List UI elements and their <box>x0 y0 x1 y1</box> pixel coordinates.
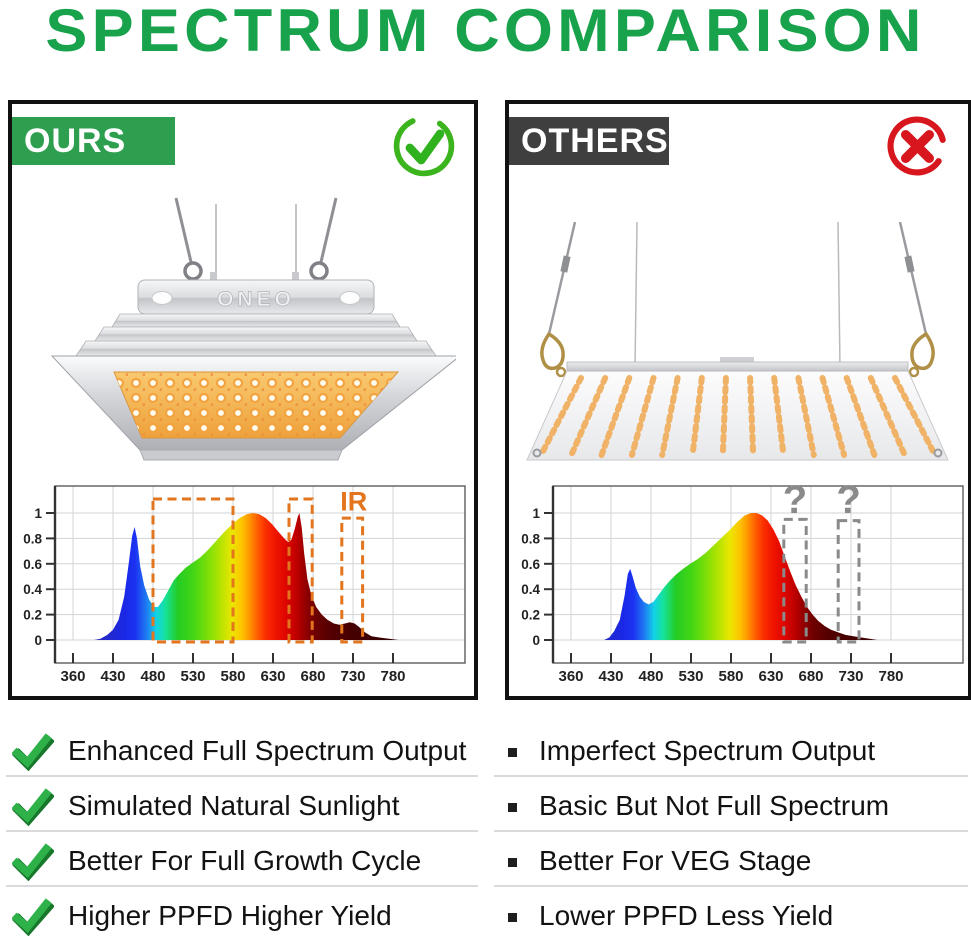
others-badge: OTHERS <box>509 117 669 165</box>
svg-text:?: ? <box>836 482 860 522</box>
ours-badge: OURS <box>12 117 175 165</box>
svg-text:1: 1 <box>34 506 42 521</box>
heatsink-bars <box>75 313 437 357</box>
mounting-bracket: ONEO <box>137 272 375 315</box>
svg-text:0.6: 0.6 <box>521 557 540 572</box>
square-bullet-icon <box>508 913 517 922</box>
board-body <box>526 357 949 461</box>
svg-text:0.8: 0.8 <box>521 531 540 546</box>
feature-text: Lower PPFD Less Yield <box>539 900 834 931</box>
feature-row: Imperfect Spectrum Output <box>494 722 968 777</box>
spectrum-chart-ours: 0 0.2 0.4 0.6 0.8 1 360 430 480 530 580 630 680 730 78… <box>23 485 466 685</box>
check-icon <box>12 733 54 771</box>
others-badge-label: OTHERS <box>521 121 669 160</box>
features-list-others: Imperfect Spectrum Output Basic But Not … <box>494 722 968 937</box>
x-circle-icon <box>887 116 947 176</box>
svg-text:360: 360 <box>558 668 583 685</box>
svg-text:780: 780 <box>878 668 903 685</box>
svg-text:530: 530 <box>180 668 205 685</box>
square-bullet-icon <box>508 858 517 867</box>
svg-text:1: 1 <box>532 506 540 521</box>
svg-text:680: 680 <box>300 668 325 685</box>
svg-text:0.8: 0.8 <box>23 531 42 546</box>
svg-text:480: 480 <box>140 668 165 685</box>
svg-text:0: 0 <box>34 633 42 648</box>
feature-row: Lower PPFD Less Yield <box>494 887 968 937</box>
led-array <box>114 372 398 438</box>
feature-text: Imperfect Spectrum Output <box>539 735 876 766</box>
feature-text: Enhanced Full Spectrum Output <box>68 735 467 766</box>
light-body <box>50 355 456 461</box>
svg-text:630: 630 <box>758 668 783 685</box>
svg-text:780: 780 <box>380 668 405 685</box>
corner-hooks <box>540 331 935 378</box>
feature-row: Better For VEG Stage <box>494 832 968 887</box>
feature-row: Better For Full Growth Cycle <box>6 832 478 887</box>
feature-text: Basic But Not Full Spectrum <box>539 790 890 821</box>
check-icon <box>12 843 54 881</box>
svg-text:680: 680 <box>798 668 823 685</box>
svg-text:430: 430 <box>598 668 623 685</box>
feature-text: Higher PPFD Higher Yield <box>68 900 392 931</box>
feature-text: Simulated Natural Sunlight <box>68 790 400 821</box>
square-bullet-icon <box>508 748 517 757</box>
others-product-image <box>526 222 949 461</box>
check-icon <box>12 898 54 936</box>
feature-row: Basic But Not Full Spectrum <box>494 777 968 832</box>
feature-row: Higher PPFD Higher Yield <box>6 887 478 937</box>
panel-ours: OURS <box>8 100 478 700</box>
svg-text:480: 480 <box>638 668 663 685</box>
features-list-ours: Enhanced Full Spectrum Output Simulated … <box>6 722 478 937</box>
page-title: SPECTRUM COMPARISON <box>45 0 926 64</box>
svg-text:430: 430 <box>100 668 125 685</box>
feature-row: Enhanced Full Spectrum Output <box>6 722 478 777</box>
svg-text:0.4: 0.4 <box>521 582 540 597</box>
svg-text:0: 0 <box>532 633 540 648</box>
svg-text:0.4: 0.4 <box>23 582 42 597</box>
ours-badge-label: OURS <box>24 121 127 160</box>
hanging-wires <box>547 222 928 369</box>
check-circle-icon <box>393 115 455 177</box>
svg-text:360: 360 <box>60 668 85 685</box>
hanging-wires <box>174 197 338 284</box>
spectrum-chart-others: 0 0.2 0.4 0.6 0.8 1 360 430 480 530 580 630 680 730 78… <box>521 482 964 685</box>
svg-text:530: 530 <box>678 668 703 685</box>
svg-text:0.6: 0.6 <box>23 557 42 572</box>
svg-text:630: 630 <box>260 668 285 685</box>
svg-text:580: 580 <box>718 668 743 685</box>
svg-text:?: ? <box>783 482 807 522</box>
square-bullet-icon <box>508 803 517 812</box>
svg-text:0.2: 0.2 <box>521 608 540 623</box>
feature-row: Simulated Natural Sunlight <box>6 777 478 832</box>
ours-product-image: ONEO <box>50 197 456 461</box>
svg-text:730: 730 <box>340 668 365 685</box>
check-icon <box>12 788 54 826</box>
brand-logo-text: ONEO <box>217 288 295 311</box>
svg-text:580: 580 <box>220 668 245 685</box>
feature-text: Better For Full Growth Cycle <box>68 845 422 876</box>
feature-text: Better For VEG Stage <box>539 845 812 876</box>
panel-others: OTHERS <box>505 100 971 700</box>
svg-text:0.2: 0.2 <box>23 608 42 623</box>
led-array <box>538 375 938 458</box>
svg-text:IR: IR <box>340 486 367 516</box>
svg-text:730: 730 <box>838 668 863 685</box>
